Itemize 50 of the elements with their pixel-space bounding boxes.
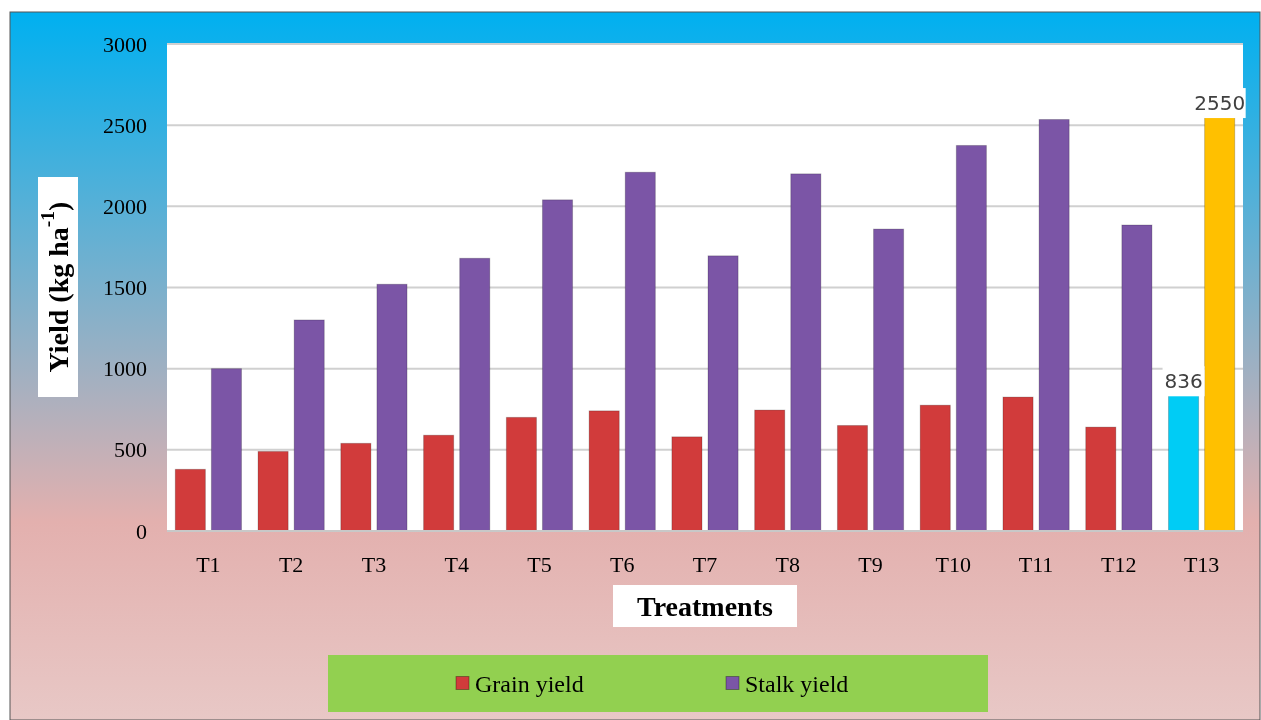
- x-tick-label: T2: [278, 551, 304, 577]
- x-tick-label: T9: [858, 551, 883, 577]
- bar: [340, 442, 372, 532]
- bar: [790, 173, 822, 532]
- bar: [459, 257, 491, 532]
- bar: [836, 424, 869, 532]
- y-tick-label: 0: [136, 518, 147, 544]
- bar: [955, 144, 987, 532]
- bar: [541, 199, 574, 532]
- y-tick-label: 1000: [103, 356, 147, 382]
- legend-label: Stalk yield: [745, 670, 849, 697]
- y-tick-label: 2500: [103, 112, 147, 138]
- x-tick-label: T6: [610, 551, 635, 577]
- data-label: 836: [1164, 369, 1203, 394]
- bar: [257, 450, 289, 532]
- x-tick-label: T8: [775, 551, 800, 577]
- x-tick-label: T11: [1018, 551, 1054, 577]
- bar: [293, 319, 325, 532]
- bar: [1002, 396, 1034, 532]
- x-tick-label: T12: [1101, 551, 1137, 577]
- bar: [1038, 118, 1070, 532]
- bar: [754, 409, 786, 532]
- data-label: 2550: [1194, 91, 1246, 116]
- bar: [1168, 394, 1200, 532]
- x-tick-label: T13: [1183, 551, 1220, 577]
- bar: [505, 416, 537, 532]
- bar: [423, 434, 455, 532]
- y-tick-label: 1500: [103, 275, 147, 300]
- y-tick-label: 2000: [103, 193, 147, 219]
- bar: [873, 228, 905, 532]
- bar: [671, 436, 703, 532]
- y-tick-label: 3000: [103, 31, 147, 57]
- x-axis-title: Treatments: [637, 590, 774, 622]
- bar: [1085, 426, 1117, 532]
- x-tick-label: T1: [196, 551, 221, 577]
- x-tick-label: T5: [527, 551, 552, 577]
- bar: [919, 404, 951, 532]
- bar: [174, 468, 206, 532]
- bar: [376, 283, 408, 532]
- x-tick-label: T7: [692, 551, 718, 577]
- bar: [1121, 224, 1153, 532]
- x-tick-label: T4: [444, 551, 469, 577]
- bar: [210, 368, 242, 532]
- bar: [624, 171, 656, 532]
- bar: [588, 410, 620, 532]
- x-tick-label: T3: [361, 551, 387, 577]
- bar: [707, 255, 739, 532]
- x-tick-label: T10: [935, 551, 972, 577]
- y-tick-label: 500: [114, 437, 147, 463]
- legend-label: Grain yield: [475, 670, 584, 697]
